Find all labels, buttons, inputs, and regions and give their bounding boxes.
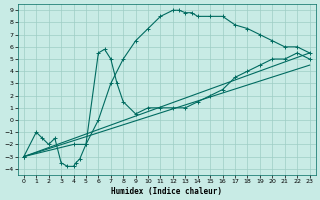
- X-axis label: Humidex (Indice chaleur): Humidex (Indice chaleur): [111, 187, 222, 196]
